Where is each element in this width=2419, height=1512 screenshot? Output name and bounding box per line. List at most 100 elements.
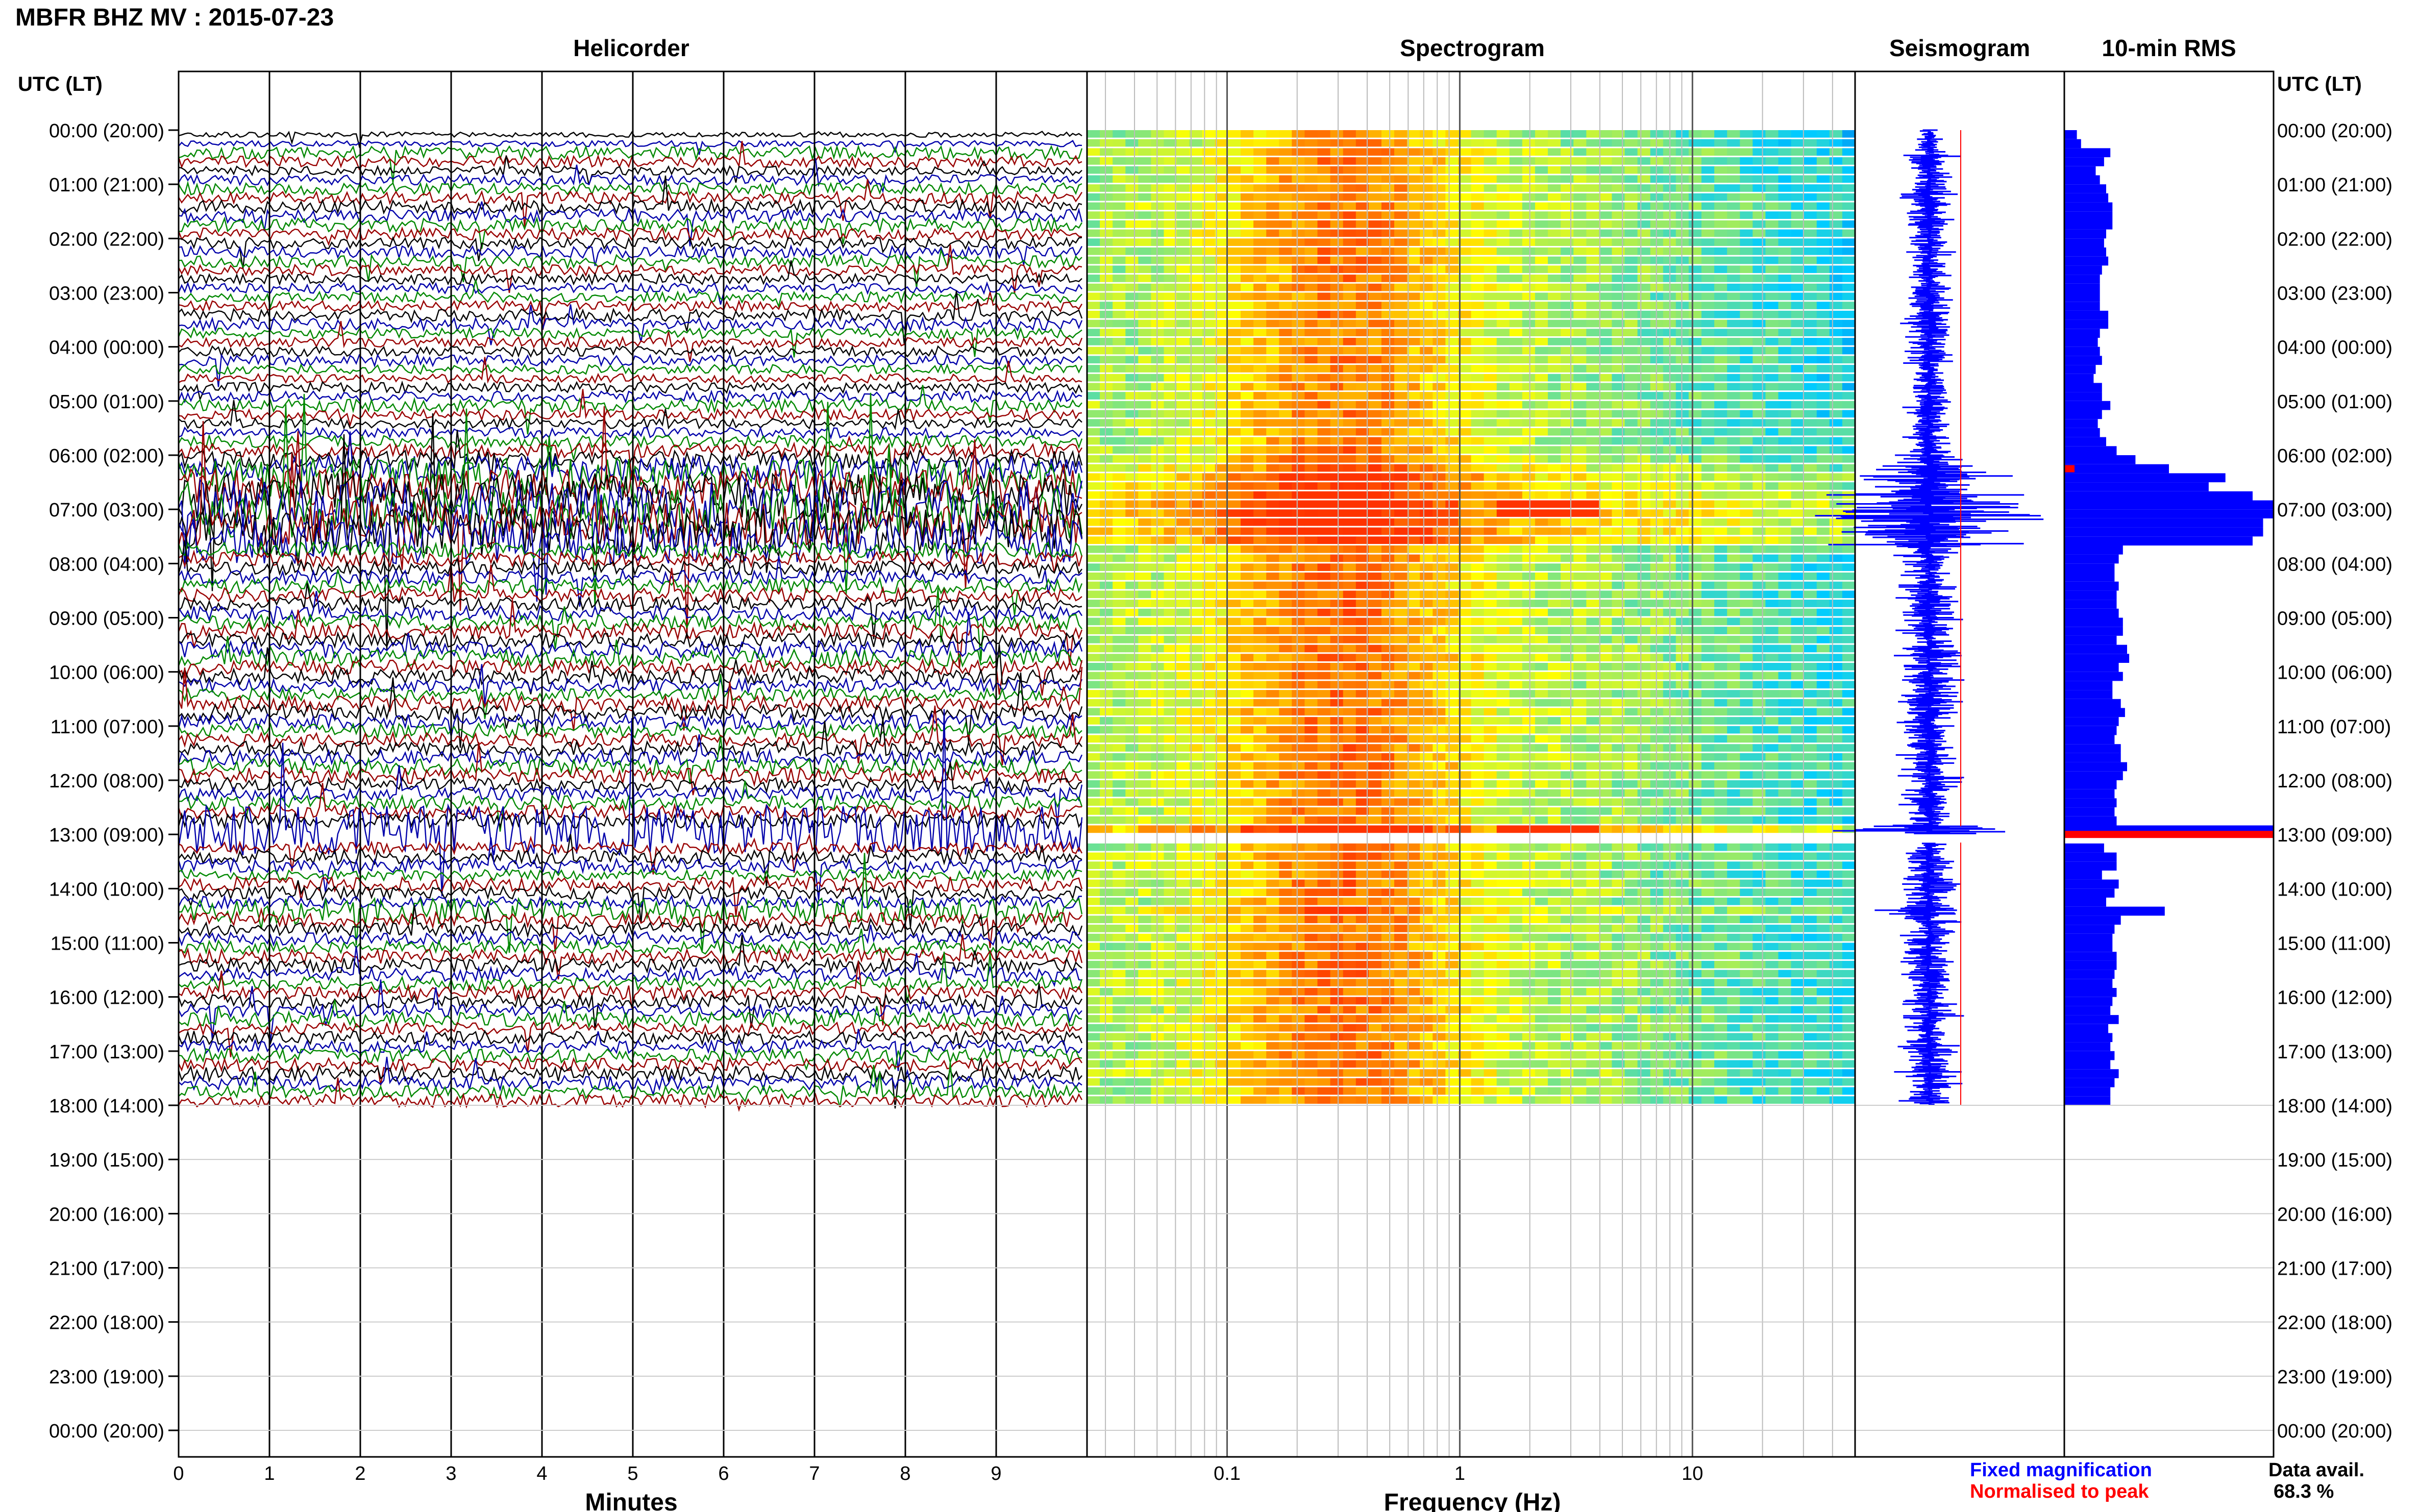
spectrogram-cell bbox=[1471, 175, 1485, 183]
spectrogram-cell bbox=[1292, 139, 1305, 147]
spectrogram-cell bbox=[1740, 816, 1753, 824]
spectrogram-cell bbox=[1215, 220, 1228, 228]
spectrogram-cell bbox=[1804, 356, 1817, 364]
spectrogram-cell bbox=[1343, 654, 1356, 661]
spectrogram-cell bbox=[1113, 455, 1126, 463]
spectrogram-cell bbox=[1829, 663, 1843, 671]
spectrogram-cell bbox=[1304, 518, 1318, 526]
spectrogram-cell bbox=[1113, 500, 1126, 508]
spectrogram-cell bbox=[1752, 338, 1766, 345]
spectrogram-cell bbox=[1202, 166, 1216, 174]
spectrogram-cell bbox=[1637, 202, 1651, 210]
spectrogram-cell bbox=[1215, 365, 1228, 373]
spectrogram-cell bbox=[1394, 573, 1408, 580]
spectrogram-cell bbox=[1458, 843, 1472, 851]
spectrogram-cell bbox=[1675, 717, 1689, 725]
spectrogram-cell bbox=[1279, 464, 1292, 472]
spectrogram-cell bbox=[1740, 139, 1753, 147]
spectrogram-cell bbox=[1227, 789, 1241, 797]
spectrogram-cell bbox=[1355, 518, 1369, 526]
spectrogram-cell bbox=[1368, 536, 1382, 544]
spectrogram-cell bbox=[1253, 509, 1267, 517]
spectrogram-cell bbox=[1266, 130, 1279, 138]
spectrogram-cell bbox=[1714, 789, 1727, 797]
spectrogram-cell bbox=[1637, 699, 1651, 707]
spectrogram-cell bbox=[1829, 654, 1843, 661]
spectrogram-cell bbox=[1701, 202, 1715, 210]
spectrogram-cell bbox=[1740, 780, 1753, 788]
spectrogram-cell bbox=[1522, 247, 1536, 255]
spectrogram-cell bbox=[1778, 581, 1792, 589]
spectrogram-cell bbox=[1407, 825, 1420, 833]
spectrogram-cell bbox=[1381, 211, 1395, 219]
spectrogram-cell bbox=[1522, 166, 1536, 174]
spectrogram-cell bbox=[1765, 338, 1779, 345]
spectrogram-cell bbox=[1752, 310, 1766, 318]
spectrogram-cell bbox=[1381, 329, 1395, 336]
spectrogram-cell bbox=[1458, 211, 1472, 219]
spectrogram-cell bbox=[1458, 554, 1472, 562]
spectrogram-cell bbox=[1407, 329, 1420, 336]
spectrogram-cell bbox=[1471, 573, 1485, 580]
spectrogram-cell bbox=[1330, 491, 1344, 499]
spectrogram-cell bbox=[1368, 753, 1382, 761]
spectrogram-cell bbox=[1804, 861, 1817, 869]
spectrogram-cell bbox=[1816, 157, 1830, 165]
spectrogram-cell bbox=[1714, 148, 1727, 156]
spectrogram-cell bbox=[1727, 699, 1740, 707]
spectrogram-cell bbox=[1484, 825, 1497, 833]
spectrogram-cell bbox=[1317, 482, 1331, 490]
spectrogram-cell bbox=[1087, 491, 1100, 499]
spectrogram-cell bbox=[1253, 608, 1267, 616]
spectrogram-cell bbox=[1458, 392, 1472, 400]
spectrogram-cell bbox=[1279, 690, 1292, 698]
spectrogram-cell bbox=[1253, 753, 1267, 761]
spectrogram-cell bbox=[1816, 193, 1830, 201]
spectrogram-cell bbox=[1535, 843, 1548, 851]
spectrogram-cell bbox=[1343, 617, 1356, 626]
spectrogram-cell bbox=[1701, 491, 1715, 499]
spectrogram-cell bbox=[1138, 184, 1151, 192]
spectrogram-cell bbox=[1433, 130, 1446, 138]
spectrogram-cell bbox=[1484, 753, 1497, 761]
spectrogram-cell bbox=[1561, 699, 1574, 707]
spectrogram-cell bbox=[1458, 148, 1472, 156]
spectrogram-cell bbox=[1266, 852, 1279, 860]
spectrogram-cell bbox=[1215, 816, 1228, 824]
spectrogram-cell bbox=[1829, 581, 1843, 589]
spectrogram-cell bbox=[1637, 798, 1651, 806]
spectrogram-cell bbox=[1292, 383, 1305, 391]
spectrogram-cell bbox=[1727, 184, 1740, 192]
spectrogram-cell bbox=[1714, 392, 1727, 400]
spectrogram-cell bbox=[1292, 283, 1305, 291]
spectrogram-cell bbox=[1407, 211, 1420, 219]
spectrogram-cell bbox=[1688, 753, 1702, 761]
spectrogram-cell bbox=[1304, 681, 1318, 689]
spectrogram-cell bbox=[1561, 635, 1574, 643]
spectrogram-cell bbox=[1496, 735, 1510, 743]
spectrogram-cell bbox=[1330, 690, 1344, 698]
spectrogram-cell bbox=[1829, 717, 1843, 725]
spectrogram-cell bbox=[1330, 608, 1344, 616]
spectrogram-cell bbox=[1215, 545, 1228, 553]
spectrogram-cell bbox=[1612, 184, 1625, 192]
spectrogram-cell bbox=[1522, 302, 1536, 309]
spectrogram-cell bbox=[1343, 789, 1356, 797]
spectrogram-cell bbox=[1829, 202, 1843, 210]
spectrogram-cell bbox=[1253, 410, 1267, 418]
spectrogram-cell bbox=[1087, 482, 1100, 490]
spectrogram-cell bbox=[1433, 681, 1446, 689]
spectrogram-cell bbox=[1355, 419, 1369, 427]
spectrogram-cell bbox=[1509, 581, 1523, 589]
spectrogram-cell bbox=[1816, 275, 1830, 282]
spectrogram-cell bbox=[1215, 690, 1228, 698]
spectrogram-cell bbox=[1561, 825, 1574, 833]
spectrogram-cell bbox=[1100, 843, 1113, 851]
spectrogram-cell bbox=[1752, 654, 1766, 661]
spectrogram-cell bbox=[1151, 771, 1165, 779]
spectrogram-cell bbox=[1522, 870, 1536, 878]
spectrogram-cell bbox=[1599, 338, 1612, 345]
spectrogram-cell bbox=[1266, 744, 1279, 752]
spectrogram-cell bbox=[1215, 292, 1228, 301]
spectrogram-cell bbox=[1548, 843, 1561, 851]
